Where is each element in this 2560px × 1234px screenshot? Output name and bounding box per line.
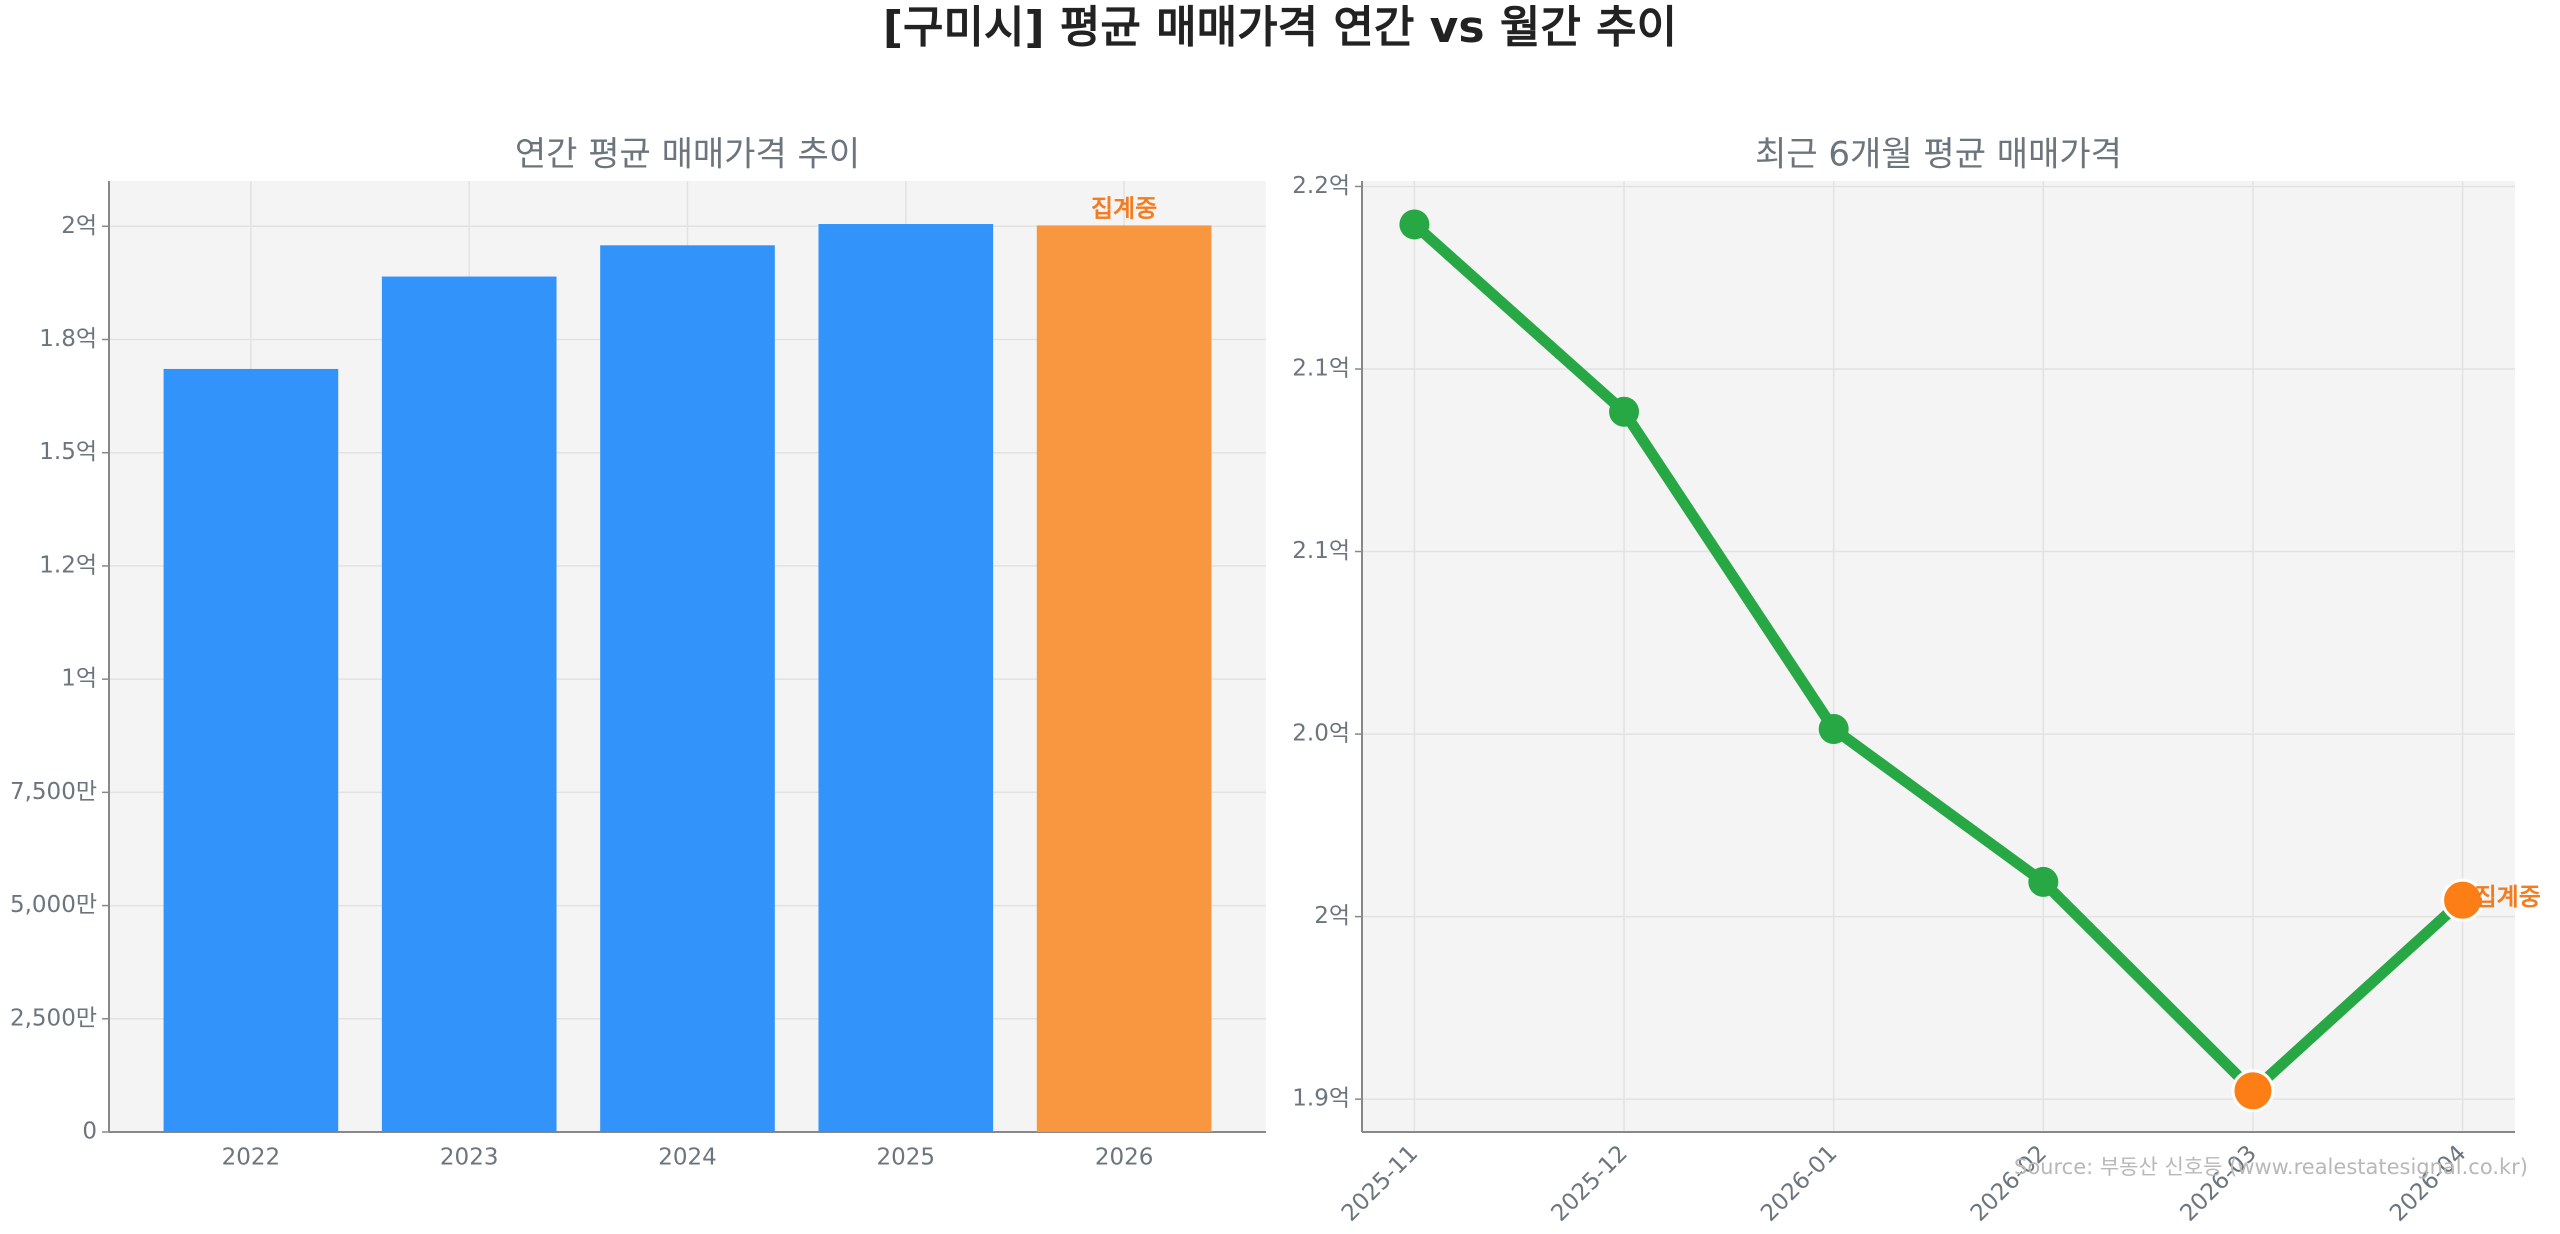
x-tick-label: 2026-04 xyxy=(2385,1140,2471,1226)
x-tick-label: 2022 xyxy=(222,1145,281,1171)
y-tick-label: 2,500만 xyxy=(10,1005,97,1031)
y-tick-label: 1.9억 xyxy=(1292,1086,1350,1112)
chart-title: 연간 평균 매매가격 추이 xyxy=(515,135,860,175)
y-tick-label: 2.2억 xyxy=(1292,173,1350,199)
x-tick-label: 2025-12 xyxy=(1547,1140,1633,1226)
main-title: [구미시] 평균 매매가격 연간 vs 월간 추이 xyxy=(883,2,1677,53)
y-tick-label: 1.5억 xyxy=(39,439,97,465)
y-tick-label: 1억 xyxy=(61,666,97,692)
annotation: 집계중 xyxy=(1091,194,1157,222)
x-tick-label: 2024 xyxy=(658,1145,717,1171)
y-tick-label: 2억 xyxy=(1314,903,1350,929)
bar xyxy=(1036,225,1212,1132)
marker xyxy=(1818,713,1849,744)
line xyxy=(1410,220,2467,1097)
marker xyxy=(1399,209,1430,240)
y-tick-label: 1.8억 xyxy=(39,326,97,352)
y-tick-label: 1.2억 xyxy=(39,552,97,578)
y-tick-label: 2.0억 xyxy=(1292,721,1350,747)
y-tick-label: 2.1억 xyxy=(1292,356,1350,382)
y-tick-label: 2.1억 xyxy=(1292,538,1350,564)
marker xyxy=(2028,866,2059,897)
x-tick-label: 2023 xyxy=(440,1145,499,1171)
y-tick-label: 2억 xyxy=(61,213,97,239)
source: Source: 부동산 신호등 (www.realestatesignal.co… xyxy=(2014,1155,2528,1179)
marker xyxy=(2231,1069,2275,1113)
bar xyxy=(381,276,557,1132)
bar xyxy=(600,245,775,1132)
x-tick-label: 2026-01 xyxy=(1756,1140,1842,1226)
bar xyxy=(163,368,339,1133)
x-tick-label: 2026-02 xyxy=(1966,1140,2052,1226)
annotation: 집계중 xyxy=(2475,883,2541,911)
y-tick-label: 5,000만 xyxy=(10,892,97,918)
marker xyxy=(1609,396,1640,427)
chart-title: 최근 6개월 평균 매매가격 xyxy=(1755,135,2122,175)
plot-area xyxy=(1362,181,2515,1132)
x-tick-label: 2025 xyxy=(877,1145,936,1171)
x-tick-label: 2026 xyxy=(1095,1145,1154,1171)
x-tick-label: 2026-03 xyxy=(2175,1140,2261,1226)
y-tick-label: 7,500만 xyxy=(10,779,97,805)
marker xyxy=(2441,878,2485,922)
bar xyxy=(818,224,994,1132)
x-tick-label: 2025-11 xyxy=(1337,1140,1423,1226)
y-tick-label: 0 xyxy=(82,1119,97,1145)
